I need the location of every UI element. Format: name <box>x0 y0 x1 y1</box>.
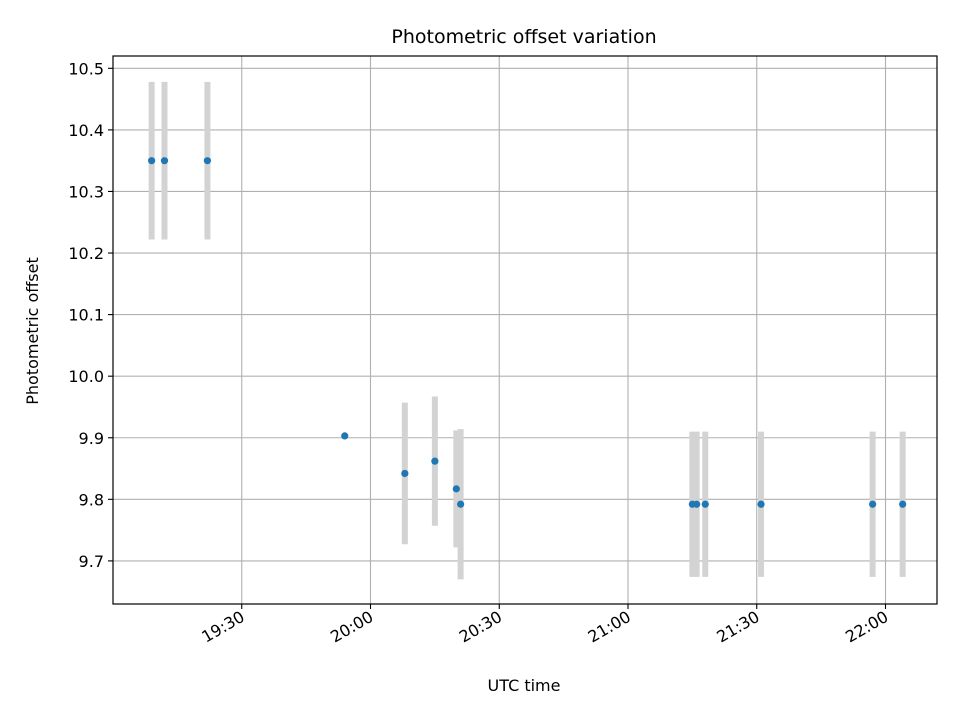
y-tick-label: 10.4 <box>68 121 104 140</box>
data-point <box>341 432 349 440</box>
x-tick-label: 20:30 <box>456 607 505 647</box>
x-tick-label: 21:30 <box>713 607 762 647</box>
data-point <box>401 469 409 478</box>
y-axis-label: Photometric offset <box>23 257 42 405</box>
x-axis-ticks: 19:30 20:00 20:30 21:00 21:30 22:00 <box>198 604 892 647</box>
y-tick-label: 9.9 <box>79 429 104 448</box>
x-axis-label: UTC time <box>488 676 561 695</box>
y-tick-label: 10.0 <box>68 367 104 386</box>
y-tick-label: 10.3 <box>68 182 104 201</box>
y-axis-ticks: 9.7 9.8 9.9 10.0 10.1 10.2 10.3 10.4 10.5 <box>68 59 113 571</box>
chart-title: Photometric offset variation <box>391 26 656 48</box>
y-tick-label: 9.7 <box>79 552 104 571</box>
x-tick-label: 21:00 <box>585 607 634 647</box>
y-tick-label: 10.5 <box>68 59 104 78</box>
y-tick-label: 10.2 <box>68 244 104 263</box>
data-point <box>160 157 169 165</box>
x-tick-label: 22:00 <box>842 607 891 647</box>
y-tick-label: 9.8 <box>79 490 104 509</box>
data-point <box>203 157 212 165</box>
y-tick-label: 10.1 <box>68 306 104 325</box>
data-point <box>148 157 156 165</box>
error-bars <box>148 81 906 580</box>
data-points <box>148 157 907 508</box>
x-tick-label: 20:00 <box>327 607 376 647</box>
data-point <box>757 500 765 508</box>
plot-area-frame <box>112 55 938 605</box>
data-point <box>899 500 907 508</box>
data-point <box>693 500 701 508</box>
data-point <box>869 500 877 508</box>
data-point <box>452 485 460 493</box>
x-tick-label: 19:30 <box>198 607 247 647</box>
grid <box>113 56 937 604</box>
data-point <box>701 500 709 508</box>
data-point <box>457 500 465 508</box>
data-point <box>431 457 439 465</box>
